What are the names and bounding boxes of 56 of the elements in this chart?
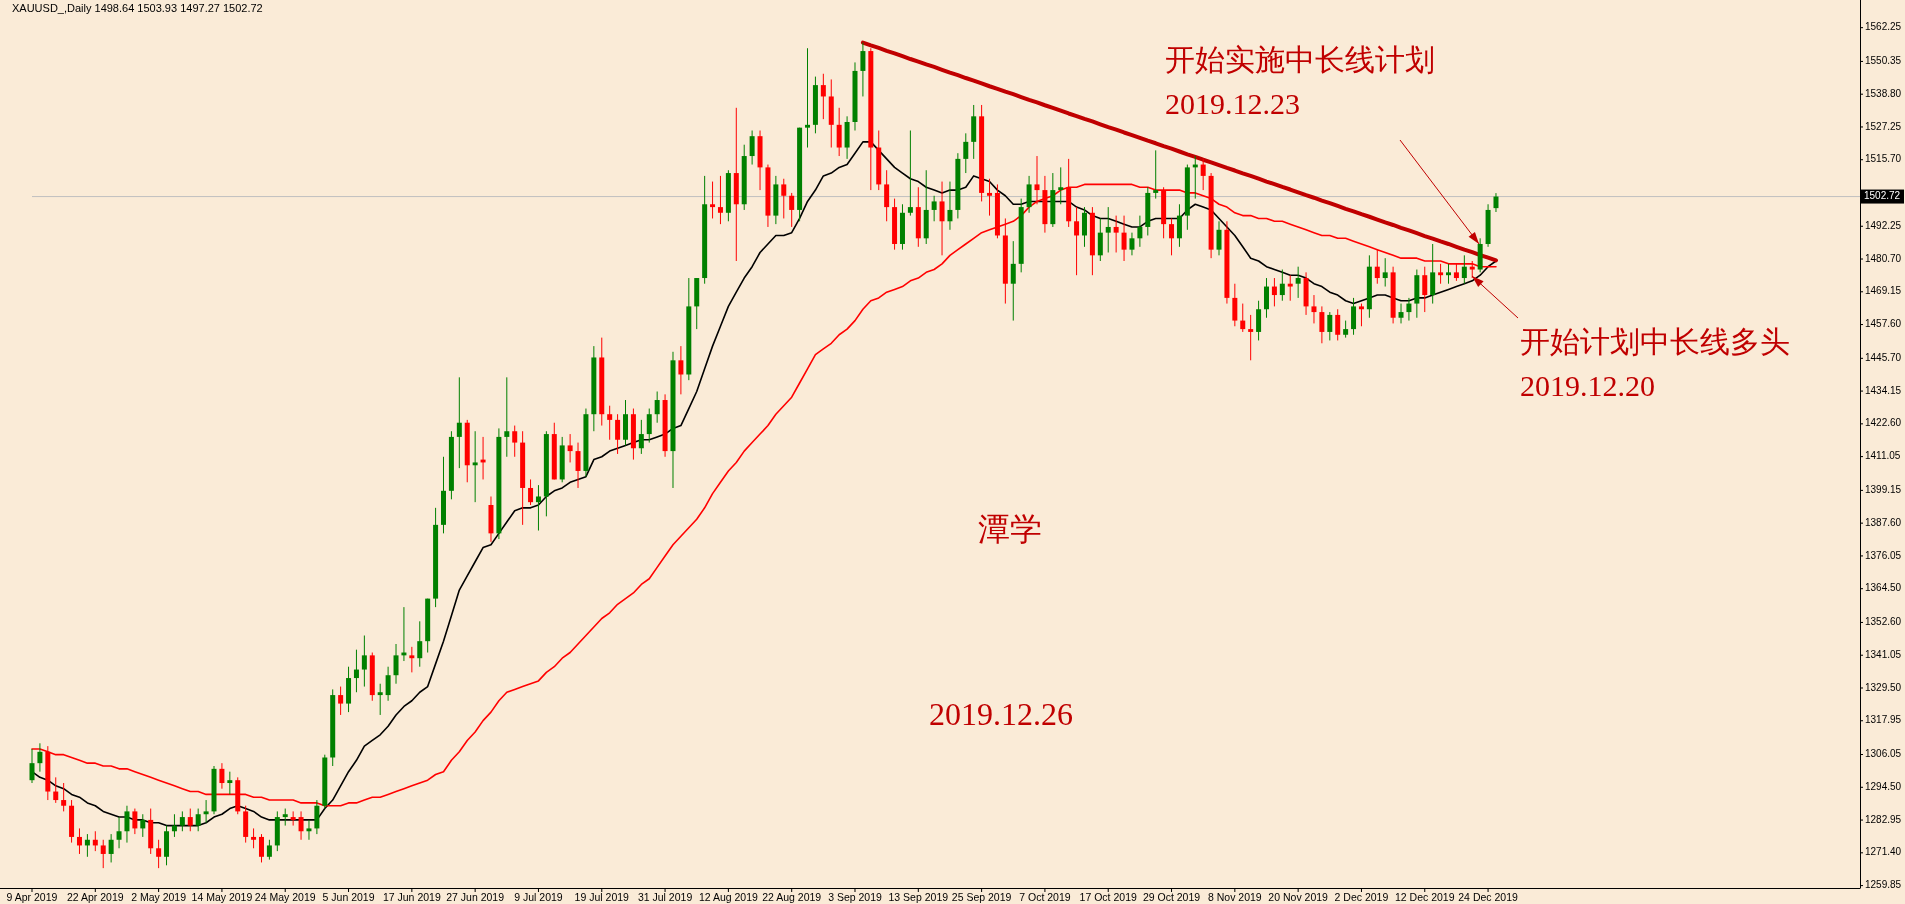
chart-title: XAUUSD_,Daily 1498.64 1503.93 1497.27 1502.72 — [12, 2, 263, 14]
x-tick-label: 29 Oct 2019 — [1142, 891, 1201, 903]
x-tick-label: 8 Nov 2019 — [1207, 891, 1262, 903]
annotation: 开始实施中长线计划 2019.12.23 — [1165, 43, 1435, 120]
x-tick-label: 12 Dec 2019 — [1394, 891, 1455, 903]
y-tick-label: 1457.60 — [1865, 318, 1902, 330]
x-tick-label: 24 Dec 2019 — [1458, 891, 1518, 903]
y-tick-label: 1376.05 — [1865, 549, 1902, 561]
y-tick-label: 1294.50 — [1865, 780, 1902, 792]
y-tick-label: 1515.70 — [1865, 153, 1902, 165]
y-tick-label: 1538.80 — [1865, 87, 1902, 99]
x-tick-label: 20 Nov 2019 — [1268, 891, 1329, 903]
ref-line-label: 1502.72 — [1864, 190, 1901, 202]
x-tick-label: 27 Jun 2019 — [446, 891, 505, 903]
y-tick-label: 1422.60 — [1865, 417, 1902, 429]
y-tick-label: 1387.60 — [1865, 516, 1902, 528]
y-tick-label: 1480.70 — [1865, 252, 1902, 264]
x-tick-label: 9 Jul 2019 — [514, 891, 563, 903]
x-tick-label: 17 Oct 2019 — [1079, 891, 1137, 903]
y-tick-label: 1364.50 — [1865, 582, 1902, 594]
x-tick-label: 22 Apr 2019 — [66, 891, 124, 903]
annotation: 2019.12.26 — [929, 696, 1073, 732]
y-tick-label: 1352.60 — [1865, 616, 1902, 628]
x-tick-label: 13 Sep 2019 — [888, 891, 949, 903]
y-tick-label: 1527.25 — [1865, 120, 1902, 132]
x-tick-label: 5 Jun 2019 — [322, 891, 375, 903]
x-tick-label: 9 Apr 2019 — [6, 891, 58, 903]
x-tick-label: 17 Jun 2019 — [382, 891, 441, 903]
y-tick-label: 1329.50 — [1865, 681, 1902, 693]
y-tick-label: 1492.25 — [1865, 219, 1902, 231]
y-tick-label: 1411.05 — [1865, 450, 1901, 462]
x-tick-label: 25 Sep 2019 — [951, 891, 1012, 903]
x-tick-label: 24 May 2019 — [254, 891, 316, 903]
y-tick-label: 1259.85 — [1865, 879, 1902, 891]
y-tick-label: 1445.70 — [1865, 351, 1902, 363]
y-tick-label: 1282.95 — [1865, 813, 1902, 825]
y-tick-label: 1306.05 — [1865, 748, 1902, 760]
y-tick-label: 1399.15 — [1865, 484, 1902, 496]
x-tick-label: 31 Jul 2019 — [637, 891, 693, 903]
y-tick-label: 1317.95 — [1865, 714, 1902, 726]
x-tick-label: 7 Oct 2019 — [1019, 891, 1071, 903]
x-tick-label: 14 May 2019 — [191, 891, 253, 903]
text: 开始计划中长线多头 2019.12.20 — [1520, 325, 1790, 402]
y-tick-label: 1341.05 — [1865, 648, 1902, 660]
x-tick-label: 2 May 2019 — [131, 891, 187, 903]
y-tick-label: 1271.40 — [1865, 846, 1902, 858]
x-tick-label: 3 Sep 2019 — [828, 891, 883, 903]
y-tick-label: 1434.15 — [1865, 384, 1902, 396]
y-tick-label: 1562.25 — [1865, 21, 1902, 33]
y-tick-label: 1550.35 — [1865, 55, 1902, 67]
x-tick-label: 19 Jul 2019 — [574, 891, 630, 903]
y-tick-label: 1469.15 — [1865, 285, 1902, 297]
x-tick-label: 22 Aug 2019 — [762, 891, 822, 903]
annotation: 潭学 — [978, 511, 1042, 547]
x-tick-label: 2 Dec 2019 — [1334, 891, 1389, 903]
x-tick-label: 12 Aug 2019 — [698, 891, 759, 903]
